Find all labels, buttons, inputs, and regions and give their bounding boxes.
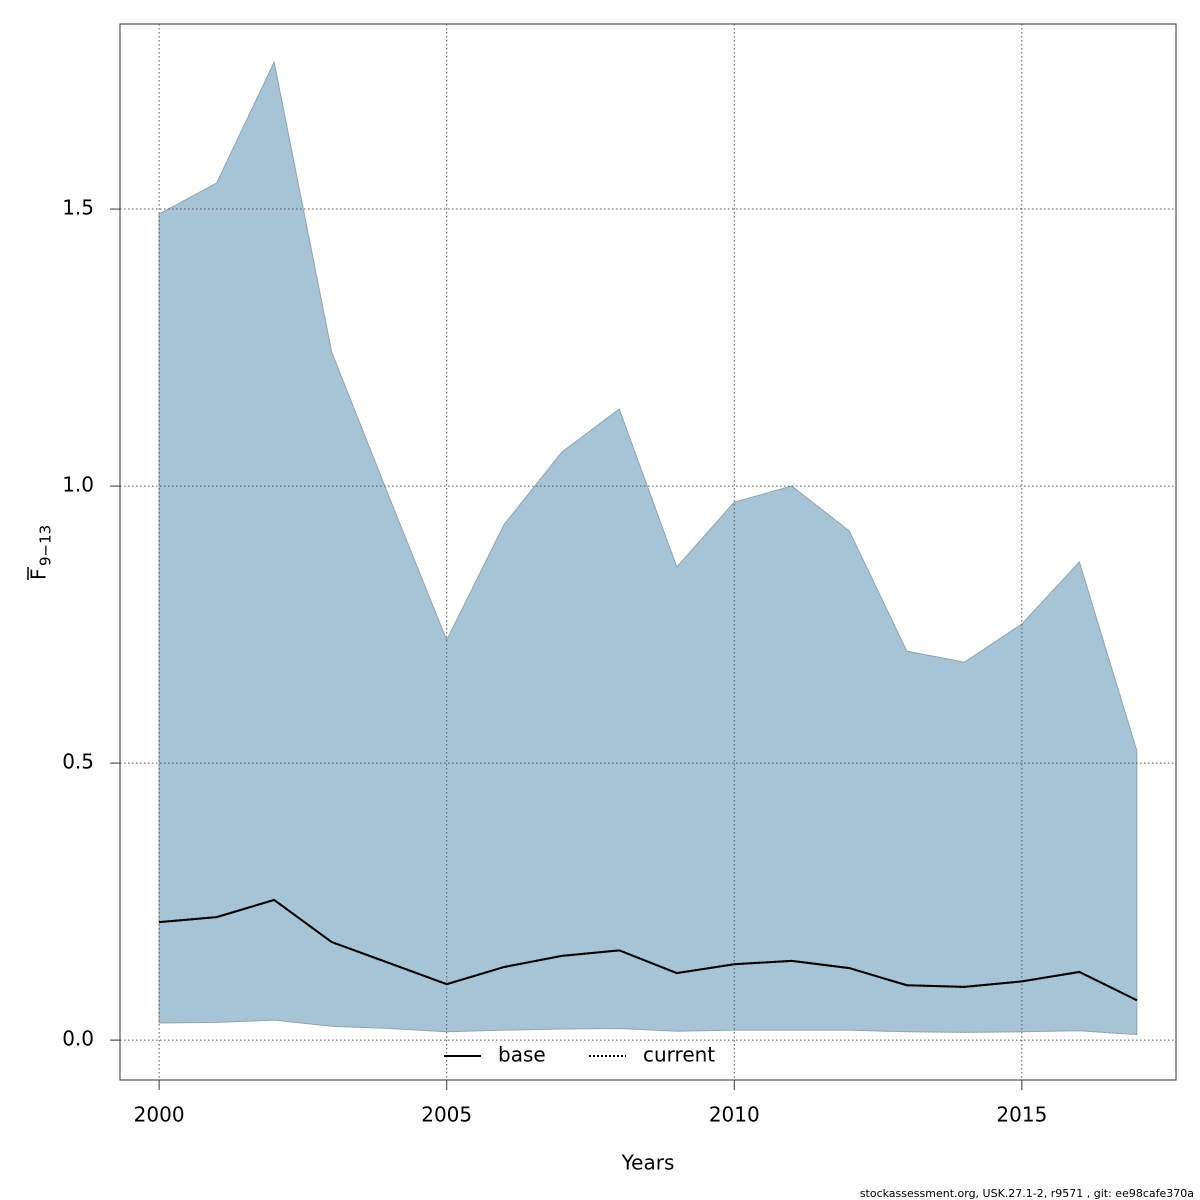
x-tick-label: 2015 bbox=[996, 1103, 1047, 1127]
y-tick-label: 0.0 bbox=[62, 1027, 94, 1051]
y-axis-label: F 9−13 bbox=[27, 525, 55, 580]
confidence-band bbox=[158, 60, 1138, 1036]
legend-label: base bbox=[498, 1043, 546, 1067]
y-axis-label-main: F bbox=[27, 568, 51, 580]
x-tick-label: 2000 bbox=[134, 1103, 185, 1127]
series-line bbox=[159, 898, 1138, 1002]
y-tick-label: 0.5 bbox=[62, 750, 94, 774]
x-tick-label: 2005 bbox=[421, 1103, 472, 1127]
y-tick-label: 1.5 bbox=[62, 196, 94, 220]
x-tick-label: 2010 bbox=[709, 1103, 760, 1127]
x-axis-label: Years bbox=[621, 1151, 675, 1175]
y-axis-label-sub: 9−13 bbox=[37, 525, 55, 566]
legend-label: current bbox=[643, 1043, 715, 1067]
plot-frame bbox=[119, 23, 1177, 1081]
footer: stockassessment.org, USK.27.1-2, r9571 ,… bbox=[860, 1187, 1194, 1200]
y-tick-label: 1.0 bbox=[62, 473, 94, 497]
